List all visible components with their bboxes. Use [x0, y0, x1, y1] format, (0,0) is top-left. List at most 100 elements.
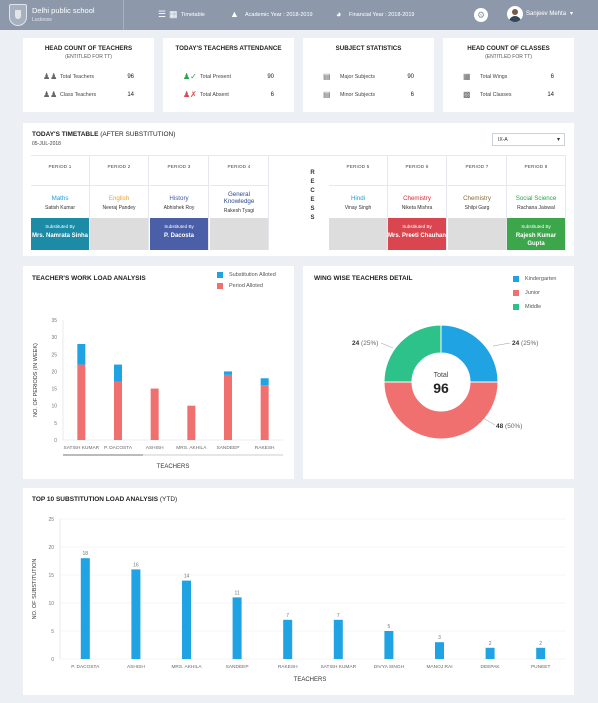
- scrollbar-track[interactable]: [63, 454, 283, 456]
- group-icon: ♟♟: [43, 90, 58, 99]
- slice-value: 48: [496, 423, 504, 430]
- substitution-block[interactable]: Substituted By Rajesh Kumar Gupta: [507, 218, 565, 250]
- substitute-teacher: Rajesh Kumar Gupta: [515, 233, 557, 247]
- bar-substitution-alloted[interactable]: [77, 344, 86, 365]
- subject-name: English: [108, 195, 130, 202]
- divider: [329, 185, 387, 186]
- bar-period-alloted[interactable]: [187, 405, 196, 440]
- bar-substitution[interactable]: [384, 631, 394, 659]
- legend-label: Junior: [525, 290, 540, 296]
- bar-substitution[interactable]: [131, 569, 141, 659]
- class-select-value: IX-A: [498, 137, 508, 143]
- stat-label: Total Present: [200, 74, 231, 80]
- substitution-block[interactable]: Substituted By Mrs. Preeti Chauhan: [388, 218, 446, 250]
- bar-substitution[interactable]: [182, 580, 191, 659]
- substitution-title-text: TOP 10 SUBSTITUTION LOAD ANALYSIS: [32, 496, 159, 503]
- y-tick-label: 0: [54, 438, 57, 444]
- slice-value: 24: [352, 340, 360, 347]
- teacher-name: Neeraj Pandey: [102, 205, 136, 211]
- user-name[interactable]: Sanjeev Mehta: [526, 11, 567, 17]
- top-bar: Delhi public school Lucknow ☰ ▦ Timetabl…: [0, 0, 598, 30]
- stat-row: ▤ Minor Subjects 6: [323, 91, 414, 101]
- stat-value: 6: [410, 92, 414, 98]
- subject-name: Social Science: [515, 195, 557, 202]
- menu-list-icon[interactable]: ☰: [158, 9, 167, 19]
- bar-substitution[interactable]: [333, 619, 343, 659]
- x-tick-label: PUNEET: [531, 664, 551, 670]
- donut-slice-middle[interactable]: [383, 324, 442, 383]
- timetable-link[interactable]: Timetable: [181, 12, 205, 18]
- divider: [388, 185, 446, 186]
- teacher-name: Vinay Singh: [344, 205, 372, 211]
- classroom-icon: ▩: [463, 90, 471, 99]
- stat-value: 14: [547, 92, 554, 98]
- substitution-card: [23, 488, 574, 695]
- bar-substitution[interactable]: [536, 647, 546, 659]
- stat-value: 90: [267, 74, 274, 80]
- school-name: Delhi public school: [32, 6, 95, 15]
- bar-substitution-alloted[interactable]: [224, 371, 232, 375]
- bar-substitution[interactable]: [435, 642, 444, 659]
- group-icon: ♟♟: [43, 72, 58, 81]
- x-tick-label: DEEPAK: [481, 664, 501, 670]
- stat-label: Minor Subjects: [340, 92, 376, 98]
- stat-value: 96: [127, 74, 134, 80]
- data-label: 16: [133, 562, 139, 568]
- school-logo[interactable]: [9, 4, 27, 26]
- period-label: PERIOD 5: [346, 164, 370, 169]
- stat-row: ♟♟ Class Teachers 14: [43, 91, 134, 101]
- x-axis-label: TEACHERS: [294, 677, 327, 683]
- school-city: Lucknow: [32, 17, 52, 23]
- chevron-down-icon[interactable]: ▾: [570, 11, 574, 17]
- donut-label-junior: 48 (50%): [496, 423, 522, 430]
- bar-substitution[interactable]: [232, 597, 242, 659]
- substituted-by-label: Substituted By: [402, 224, 432, 229]
- donut-slice-junior[interactable]: [383, 381, 499, 440]
- academic-year[interactable]: Academic Year : 2018-2019: [245, 12, 313, 18]
- substitution-block[interactable]: Substituted By P. Dacosta: [150, 218, 208, 250]
- stat-row: ▦ Total Wings 6: [463, 73, 554, 83]
- financial-year[interactable]: Financial Year : 2018-2019: [349, 12, 415, 18]
- wing-donut-chart: [380, 324, 511, 440]
- x-tick-label: SANDEEP: [226, 664, 249, 670]
- slice-value: 24: [512, 340, 520, 347]
- stat-label: Class Teachers: [60, 92, 97, 98]
- class-select[interactable]: IX-A ▾: [492, 133, 565, 146]
- calendar-grid-icon[interactable]: ▦: [169, 9, 178, 19]
- bar-period-alloted[interactable]: [114, 381, 122, 440]
- bar-period-alloted[interactable]: [260, 385, 269, 440]
- legend-label: Substitution Alloted: [229, 272, 276, 278]
- chevron-down-icon: ▾: [556, 137, 560, 143]
- substitute-teacher: P. Dacosta: [164, 233, 194, 239]
- wing-card: [303, 266, 574, 479]
- period-label: PERIOD 3: [167, 164, 191, 169]
- x-axis-label: TEACHERS: [157, 464, 190, 470]
- avatar[interactable]: [507, 6, 523, 22]
- bar-period-alloted[interactable]: [77, 364, 86, 440]
- bar-substitution[interactable]: [283, 619, 293, 659]
- subject-name: Chemistry: [463, 195, 491, 202]
- x-tick-label: RAKESH: [255, 445, 275, 451]
- period-label: PERIOD 4: [227, 164, 251, 169]
- gear-icon[interactable]: ⚙: [474, 8, 488, 22]
- bar-substitution-alloted[interactable]: [260, 378, 269, 386]
- scrollbar-thumb[interactable]: [63, 454, 143, 456]
- bar-substitution[interactable]: [485, 647, 495, 659]
- stat-value: 90: [407, 74, 414, 80]
- period-column: PERIOD 3 History Abhishek Roy Substituted B…: [150, 156, 209, 250]
- bar-substitution[interactable]: [80, 558, 90, 659]
- data-label: 7: [337, 613, 340, 619]
- substitution-title-suffix: (YTD): [159, 496, 178, 503]
- data-label: 7: [286, 613, 289, 619]
- book-icon: ▤: [323, 72, 331, 81]
- legend-swatch: [217, 272, 223, 278]
- period-label: PERIOD 2: [107, 164, 131, 169]
- y-tick-label: 10: [51, 404, 57, 410]
- substitute-teacher: Mrs. Namrata Sinha: [31, 233, 89, 239]
- bar-substitution-alloted[interactable]: [114, 364, 122, 382]
- substitution-block[interactable]: Substituted By Mrs. Namrata Sinha: [31, 218, 89, 250]
- bar-period-alloted[interactable]: [224, 374, 232, 440]
- stat-label: Major Subjects: [340, 74, 376, 80]
- y-tick-label: 25: [51, 352, 57, 358]
- bar-period-alloted[interactable]: [150, 388, 159, 440]
